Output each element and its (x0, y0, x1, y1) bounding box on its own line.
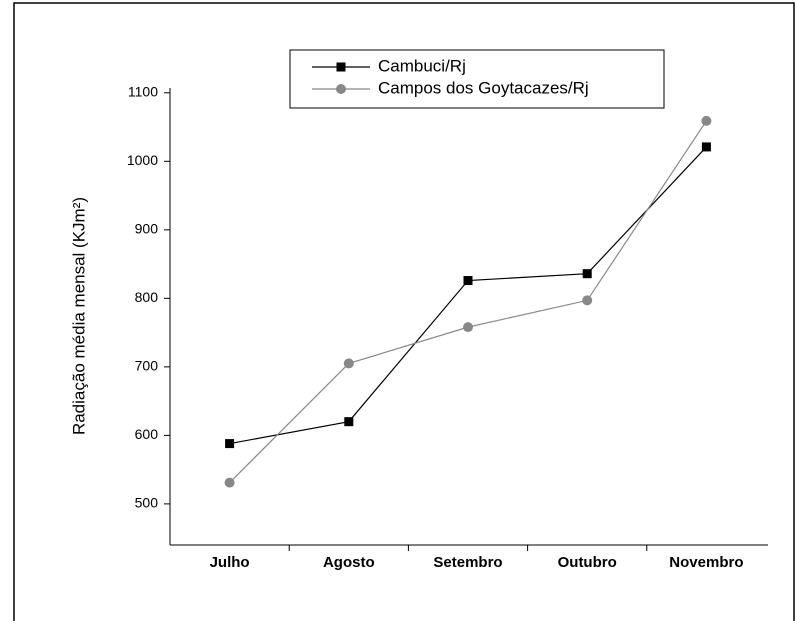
x-tick-label: Julho (210, 554, 250, 571)
data-point (701, 115, 712, 126)
legend-marker (336, 62, 346, 72)
legend-label: Cambuci/Rj (378, 56, 466, 75)
y-tick-label: 1100 (128, 83, 158, 99)
data-point (225, 439, 235, 449)
y-tick-label: 800 (135, 289, 159, 305)
y-axis-label: Radiação média mensal (KJm²) (69, 197, 88, 435)
x-tick-label: Novembro (669, 554, 743, 571)
data-point (224, 477, 235, 488)
data-point (582, 269, 592, 279)
data-point (582, 295, 593, 306)
x-tick-label: Setembro (433, 554, 502, 571)
legend-marker (336, 84, 346, 94)
x-tick-label: Agosto (323, 554, 375, 571)
data-point (463, 276, 473, 286)
y-tick-label: 900 (135, 221, 159, 237)
x-tick-label: Outubro (558, 554, 617, 571)
y-tick-label: 700 (135, 358, 159, 374)
y-tick-label: 500 (135, 495, 159, 511)
frame (13, 2, 795, 621)
data-point (463, 322, 473, 333)
y-tick-label: 1000 (127, 152, 158, 168)
data-point (343, 358, 354, 369)
legend-label: Campos dos Goytacazes/Rj (378, 78, 589, 97)
series-line (229, 146, 707, 445)
series-line (229, 120, 707, 484)
data-point (701, 142, 711, 152)
legend (289, 49, 665, 109)
y-tick-label: 600 (135, 426, 159, 442)
data-point (344, 417, 354, 427)
